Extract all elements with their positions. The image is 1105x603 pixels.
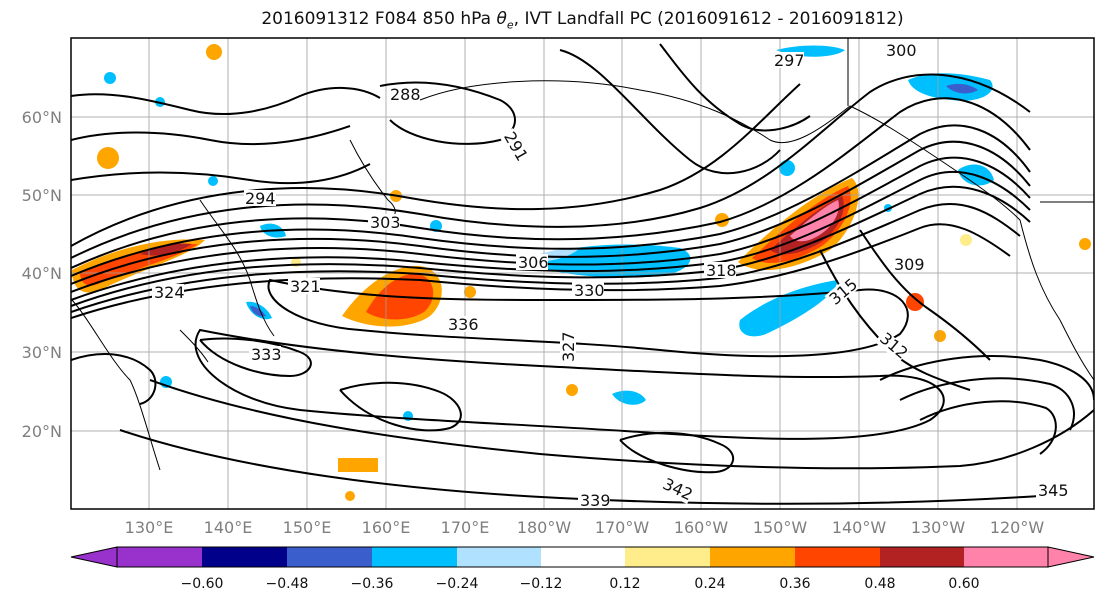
title-theta-subscript: e — [506, 18, 514, 32]
colorbar-bin — [541, 547, 625, 567]
contour-label-345: 345 — [1038, 481, 1069, 500]
positive-speckle — [345, 491, 355, 501]
colorbar-tick-label: 0.12 — [609, 576, 640, 592]
colorbar-extend-right — [1047, 546, 1095, 568]
colorbar-tick-label: 0.60 — [948, 576, 979, 592]
colorbar-bin — [372, 547, 457, 567]
contour-label-321: 321 — [290, 277, 321, 296]
positive-speckle — [464, 286, 476, 298]
positive-speckle — [206, 44, 222, 60]
lat-label-30n: 30°N — [22, 343, 62, 362]
lon-label-180w: 180°W — [517, 518, 572, 537]
figure-title: 2016091312 F084 850 hPa θe, IVT Landfall… — [0, 9, 1105, 31]
positive-speckle — [960, 234, 972, 246]
positive-speckle — [566, 384, 578, 396]
positive-speckle — [934, 330, 946, 342]
colorbar-bin — [457, 547, 541, 567]
colorbar-tick-label: 0.48 — [864, 576, 895, 592]
contour-label-306: 306 — [518, 253, 549, 272]
lon-label-160w: 160°W — [674, 518, 729, 537]
colorbar-bin — [710, 547, 795, 567]
colorbar-bin — [795, 547, 880, 567]
colorbar-bin — [202, 547, 287, 567]
contour-label-324: 324 — [154, 283, 185, 302]
lon-label-140w: 140°W — [832, 518, 887, 537]
lon-label-170w: 170°W — [595, 518, 650, 537]
coastlines — [71, 38, 1094, 471]
negative-speckle — [208, 176, 218, 186]
negative-anomaly-subtropics — [612, 390, 646, 405]
latitude-labels: 60°N 50°N 40°N 30°N 20°N — [22, 108, 62, 441]
title-theta-symbol: θ — [496, 9, 507, 29]
lon-label-130w: 130°W — [911, 518, 966, 537]
colorbar-bin — [117, 547, 202, 567]
colorbar-frame — [116, 546, 1049, 568]
positive-speckle — [338, 458, 378, 472]
lat-label-20n: 20°N — [22, 422, 62, 441]
colorbar-extend-left — [70, 546, 118, 568]
negative-speckle — [104, 72, 116, 84]
lon-label-160e: 160°E — [362, 518, 411, 537]
colorbar-bin — [287, 547, 372, 567]
lon-label-140e: 140°E — [204, 518, 253, 537]
longitude-labels: 130°E 140°E 150°E 160°E 170°E 180°W 170°… — [125, 518, 1045, 537]
lon-label-120w: 120°W — [990, 518, 1045, 537]
colorbar-tick-label: −0.48 — [266, 576, 309, 592]
shaded-anomaly-fields — [72, 44, 1091, 501]
contour-label-339: 339 — [580, 491, 611, 510]
colorbar-bin — [964, 547, 1048, 567]
colorbar-tick-label: −0.24 — [436, 576, 479, 592]
map-frame — [70, 37, 1095, 510]
theta-e-contours — [71, 43, 1094, 505]
contour-label-309: 309 — [894, 255, 925, 274]
contour-label-333: 333 — [251, 345, 282, 364]
negative-speckle — [779, 160, 795, 176]
title-prefix: 2016091312 F084 850 hPa — [261, 9, 497, 29]
lat-label-40n: 40°N — [22, 264, 62, 283]
colorbar-tick-label: 0.24 — [694, 576, 725, 592]
colorbar: −0.60 −0.48 −0.36 −0.24 −0.12 0.12 0.24 … — [70, 546, 1095, 592]
contour-labels: 288 291 294 297 300 303 306 309 312 31 — [152, 41, 1069, 510]
colorbar-tick-label: −0.36 — [351, 576, 394, 592]
title-suffix: , IVT Landfall PC (2016091612 - 20160918… — [513, 9, 904, 29]
lat-label-50n: 50°N — [22, 186, 62, 205]
positive-speckle — [1079, 238, 1091, 250]
positive-anomaly-asia-coast-core — [140, 243, 192, 256]
colorbar-bin — [625, 547, 710, 567]
contour-label-336: 336 — [448, 315, 479, 334]
lon-label-150w: 150°W — [753, 518, 808, 537]
contour-label-297: 297 — [774, 51, 805, 70]
colorbar-tick-label: −0.60 — [181, 576, 224, 592]
lon-label-150e: 150°E — [283, 518, 332, 537]
colorbar-tick-label: 0.36 — [779, 576, 810, 592]
contour-label-318: 318 — [706, 261, 737, 280]
positive-speckle — [97, 147, 119, 169]
lat-label-60n: 60°N — [22, 108, 62, 127]
contour-label-288: 288 — [390, 85, 421, 104]
contour-label-327: 327 — [559, 331, 578, 362]
negative-anomaly-alaska-deep — [946, 83, 978, 94]
contour-label-330: 330 — [574, 281, 605, 300]
positive-speckle — [906, 293, 924, 311]
colorbar-tick-label: −0.12 — [520, 576, 563, 592]
positive-speckle — [715, 213, 729, 227]
contour-label-300: 300 — [886, 41, 917, 60]
contour-label-294: 294 — [245, 189, 276, 208]
lon-label-130e: 130°E — [125, 518, 174, 537]
lon-label-170e: 170°E — [441, 518, 490, 537]
map-content: 288 291 294 297 300 303 306 309 312 31 — [71, 38, 1094, 510]
colorbar-bin — [880, 547, 964, 567]
contour-label-303: 303 — [370, 213, 401, 232]
